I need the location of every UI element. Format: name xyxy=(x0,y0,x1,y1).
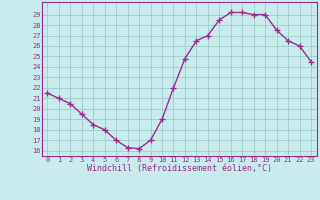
X-axis label: Windchill (Refroidissement éolien,°C): Windchill (Refroidissement éolien,°C) xyxy=(87,164,272,173)
